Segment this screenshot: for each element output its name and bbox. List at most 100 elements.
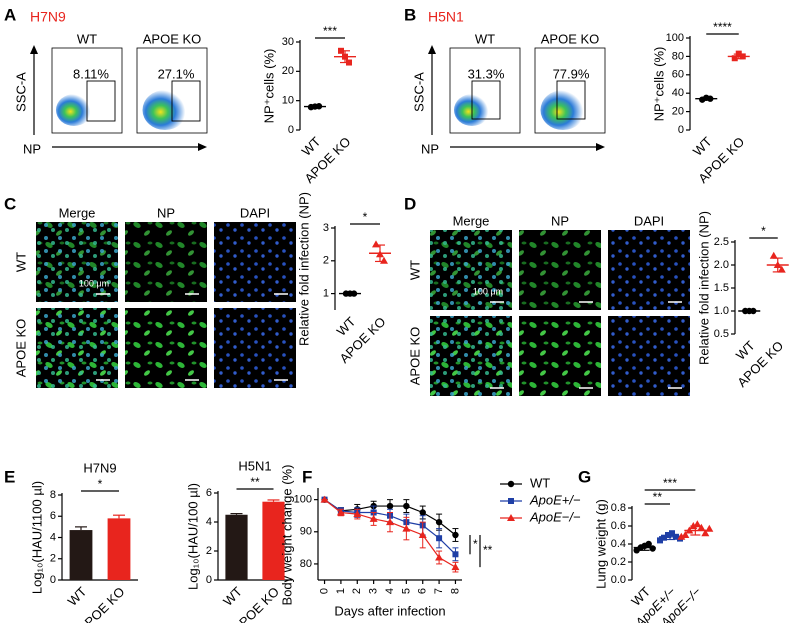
marker: [769, 251, 778, 259]
y-tick-label: 4: [50, 531, 56, 543]
significance-label: ***: [323, 24, 337, 38]
marker: [418, 531, 427, 538]
significance-label: *: [473, 537, 478, 551]
y-tick-label: 0: [678, 124, 684, 136]
dapi-stain: [36, 308, 118, 388]
y-tick-label: 3: [323, 222, 329, 234]
flow-x-axis: NP: [421, 141, 439, 156]
marker: [380, 256, 388, 264]
x-tick-label: WT: [65, 584, 90, 609]
y-tick-label: 60: [672, 69, 684, 81]
marker: [386, 518, 394, 526]
y-tick-label: 0.6: [611, 520, 626, 532]
y-tick-label: 1.0: [714, 305, 729, 317]
row-label: WT: [407, 260, 422, 280]
y-tick-label: 0.2: [611, 556, 626, 568]
np-stain: [125, 308, 207, 388]
y-tick-label: 30: [282, 36, 294, 48]
panel-label: F: [302, 467, 312, 486]
significance-label: **: [250, 475, 260, 489]
y-axis-label: Relative fold infection (NP): [296, 192, 311, 346]
marker: [451, 563, 460, 571]
y-axis-label: Body weight change (%): [279, 465, 294, 606]
x-tick-label: 3: [368, 588, 380, 594]
x-tick-label: 6: [417, 588, 429, 594]
dapi-stain: [36, 222, 118, 302]
x-tick-label: WT: [299, 134, 324, 159]
marker: [419, 509, 426, 516]
y-axis-label: NP⁺cells (%): [261, 49, 276, 124]
marker: [669, 530, 675, 537]
y-tick-label: 0: [50, 574, 56, 586]
column-label: Merge: [453, 213, 490, 228]
y-tick-label: 2: [206, 545, 212, 557]
panel-label: G: [578, 467, 591, 486]
marker: [701, 529, 710, 537]
flow-y-axis: SSC-A: [411, 72, 426, 112]
gate-percent: 31.3%: [468, 66, 505, 81]
y-tick-label: 0.0: [611, 574, 626, 586]
arrow-head: [198, 143, 207, 151]
y-tick-label: 8: [50, 489, 56, 501]
chart-title: H7N9: [83, 460, 116, 475]
y-tick-label: 2.0: [714, 259, 729, 271]
column-label: NP: [551, 213, 569, 228]
significance-label: ****: [713, 20, 732, 34]
gate: [556, 80, 586, 120]
legend-label: WT: [530, 475, 550, 490]
y-tick-label: 100: [666, 32, 684, 44]
column-label: NP: [157, 205, 175, 220]
marker: [372, 240, 380, 248]
marker: [645, 540, 652, 548]
y-axis-label: Relative fold infection (NP): [696, 211, 711, 365]
y-tick-label: 2: [323, 255, 329, 267]
legend-label: ApoE−/−: [529, 509, 581, 524]
bar: [107, 518, 131, 580]
x-axis-label: Days after infection: [334, 603, 445, 618]
dapi-stain: [214, 308, 296, 388]
x-tick-label: 5: [400, 588, 412, 594]
y-tick-label: 6: [50, 510, 56, 522]
gate-percent: 8.11%: [73, 66, 109, 81]
x-tick-label: 4: [384, 588, 396, 594]
significance-label: **: [653, 490, 663, 504]
row-label: WT: [13, 252, 28, 272]
arrow-head: [428, 45, 436, 54]
gate: [471, 80, 501, 120]
y-axis-label: NP⁺cells (%): [651, 47, 666, 122]
legend-label: ApoE+/−: [529, 492, 581, 507]
marker: [507, 514, 515, 521]
y-axis-label: Lung weight (g): [593, 499, 608, 589]
flow-y-axis: SSC-A: [13, 72, 28, 112]
scale-label: 100 μm: [473, 286, 503, 296]
y-tick-label: 10: [282, 95, 294, 107]
y-tick-label: 20: [282, 65, 294, 77]
y-tick-label: 0.8: [611, 502, 626, 514]
y-tick-label: 0: [206, 574, 212, 586]
y-tick-label: 20: [672, 106, 684, 118]
marker: [665, 532, 671, 538]
np-stain: [519, 316, 601, 396]
flow-sample: APOE KO: [143, 31, 202, 46]
y-tick-label: 100: [294, 494, 312, 506]
marker: [697, 523, 706, 531]
marker: [403, 502, 410, 510]
scale-label: 100 μm: [79, 278, 109, 288]
y-tick-label: 40: [672, 87, 684, 99]
bar: [69, 530, 93, 580]
marker: [452, 551, 459, 558]
significance-label: *: [98, 477, 103, 491]
flow-sample: APOE KO: [541, 31, 600, 46]
virus-label: H7N9: [30, 9, 66, 25]
y-tick-label: 0: [288, 124, 294, 136]
row-label: APOE KO: [407, 327, 422, 386]
marker: [705, 524, 714, 532]
marker: [507, 480, 515, 488]
y-tick-label: 1: [323, 288, 329, 300]
bar: [262, 501, 285, 580]
dapi-stain: [430, 316, 512, 396]
y-tick-label: 2: [50, 553, 56, 565]
marker: [336, 508, 345, 516]
marker: [777, 265, 786, 273]
y-axis-label: Log₁₀(HAU/1100 µl): [29, 481, 44, 594]
